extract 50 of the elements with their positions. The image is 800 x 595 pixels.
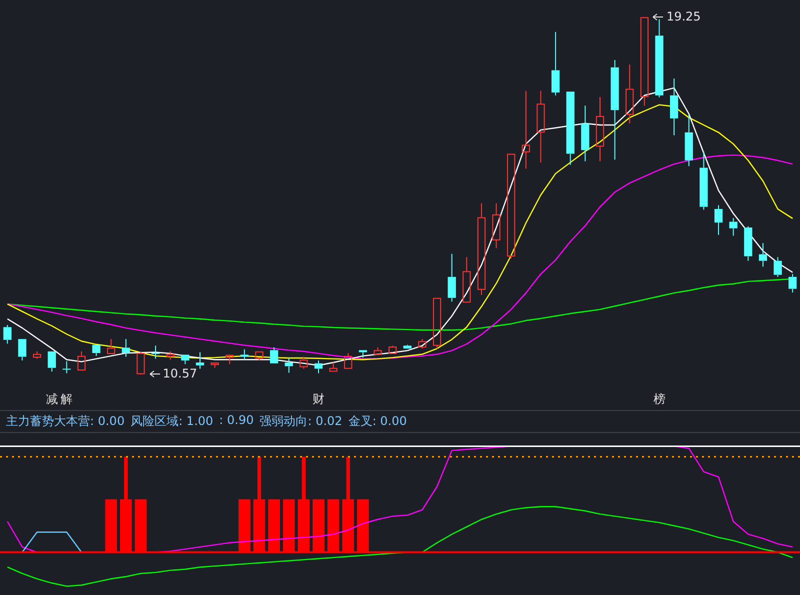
- candlestick: [358, 350, 368, 358]
- candlestick: [18, 339, 26, 361]
- candlestick: [344, 352, 352, 369]
- candlestick: [536, 90, 545, 163]
- candlestick: [329, 362, 338, 372]
- candlestick: [551, 31, 560, 96]
- candlestick: [626, 64, 634, 124]
- candlestick: [774, 256, 782, 278]
- candlestick: [196, 352, 204, 370]
- candlestick: [107, 338, 116, 354]
- candlestick: [48, 351, 56, 372]
- candlestick: [477, 202, 486, 296]
- candlestick: [77, 350, 86, 371]
- candlestick: [181, 354, 190, 365]
- x-tick-label: 解: [60, 392, 73, 406]
- x-tick-label: 榜: [653, 392, 666, 406]
- text: 强弱动向: 0.02: [260, 413, 342, 430]
- candlestick: [151, 345, 160, 360]
- candlestick: [314, 360, 323, 374]
- annotation: 10.57: [162, 366, 198, 381]
- annotation: 19.25: [666, 9, 701, 24]
- candlestick: [462, 256, 471, 303]
- candlestick: [522, 90, 530, 170]
- x-tick-label: 财: [312, 392, 325, 406]
- candlestick: [640, 17, 649, 106]
- candlestick: [684, 114, 693, 167]
- candlestick: [758, 242, 768, 268]
- candlestick: [284, 357, 293, 374]
- candlestick: [610, 59, 619, 160]
- candlestick: [240, 348, 249, 360]
- candlestick: [596, 96, 604, 162]
- candlestick: [670, 78, 678, 136]
- candlestick: [388, 345, 397, 354]
- candlestick: [700, 150, 708, 210]
- candlestick: [492, 202, 500, 249]
- text: : 0.90: [219, 413, 254, 429]
- candlestick: [744, 226, 752, 262]
- text: 金叉: 0.00: [348, 413, 407, 430]
- text: 风险区域: 1.00: [130, 413, 214, 430]
- candlestick: [581, 105, 590, 162]
- candlestick: [122, 338, 130, 358]
- candlestick: [729, 218, 738, 236]
- candlestick: [788, 274, 797, 294]
- candlestick: [92, 344, 100, 356]
- x-tick-label: 减: [46, 392, 58, 406]
- candlestick: [448, 253, 456, 302]
- candlestick: [62, 360, 71, 374]
- text: 主力蓄势大本营: 0.00: [6, 413, 125, 430]
- candlestick: [714, 204, 723, 236]
- candlestick: [3, 324, 12, 344]
